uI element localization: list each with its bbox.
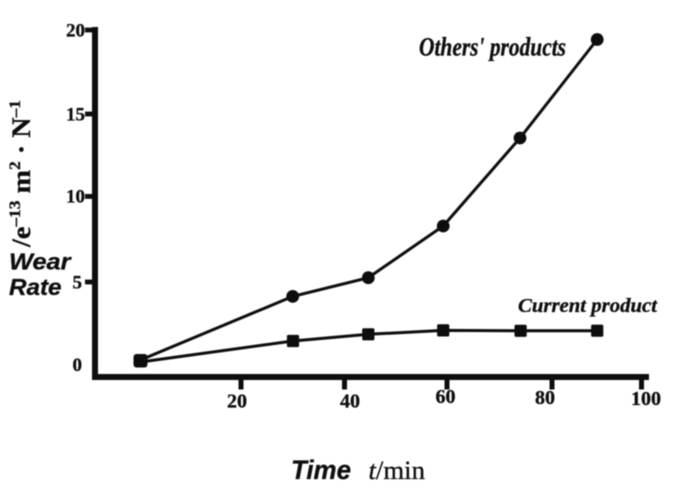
- svg-text:Others' products: Others' products: [419, 33, 566, 62]
- svg-text:Rate: Rate: [9, 274, 62, 300]
- svg-text:40: 40: [340, 391, 360, 413]
- svg-text:5: 5: [73, 273, 83, 294]
- svg-text:Wear: Wear: [9, 249, 72, 275]
- svg-text:80: 80: [535, 387, 555, 409]
- svg-text:/e–13 m2 · N–1: /e–13 m2 · N–1: [7, 100, 36, 248]
- svg-text:0: 0: [73, 355, 83, 376]
- svg-text:Time: Time: [291, 455, 351, 485]
- svg-text:15: 15: [66, 105, 85, 126]
- svg-text:60: 60: [436, 386, 456, 408]
- svg-text:Current product: Current product: [518, 296, 658, 317]
- svg-text:20: 20: [66, 21, 85, 42]
- svg-text:10: 10: [66, 187, 85, 208]
- svg-text:100: 100: [631, 388, 661, 410]
- svg-text:t/min: t/min: [369, 456, 426, 485]
- svg-text:20: 20: [227, 391, 247, 413]
